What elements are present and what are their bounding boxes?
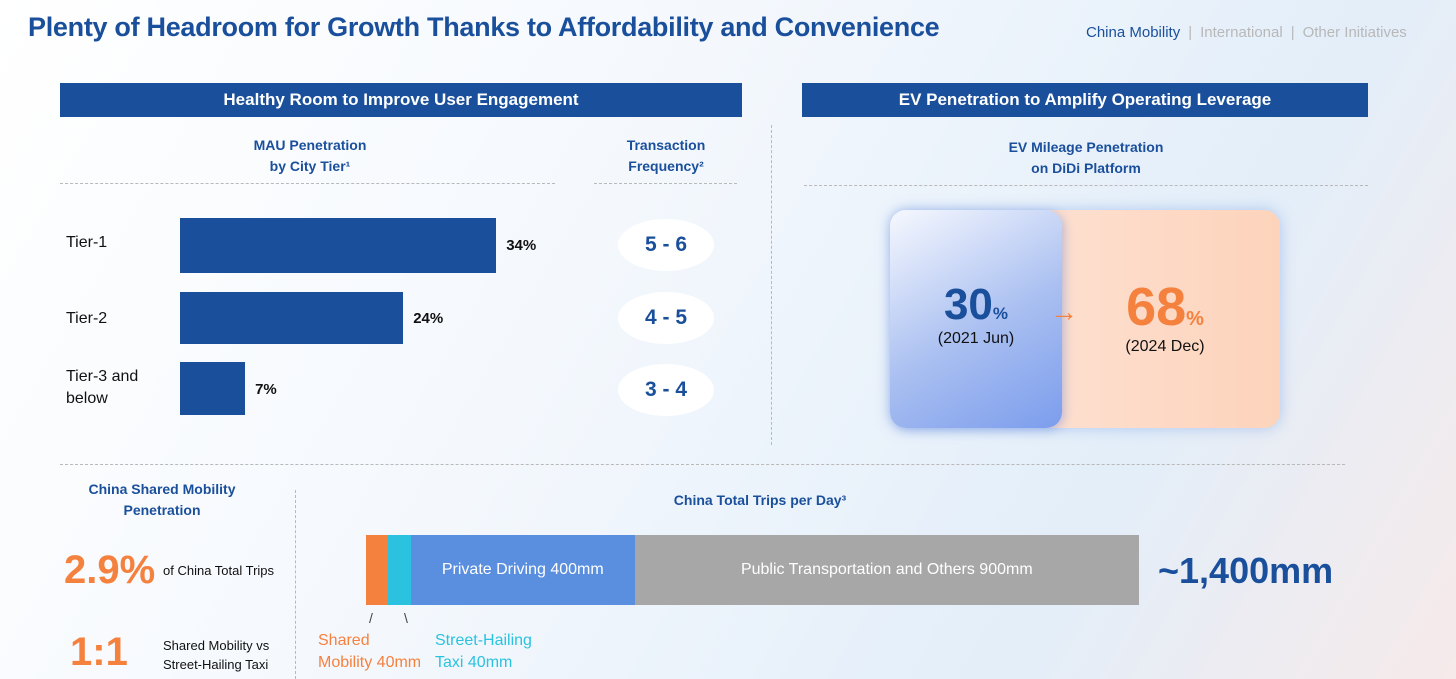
tier-label: Tier-3 and below (66, 368, 139, 407)
ev-2021: 30% (2021 Jun) (890, 280, 1062, 348)
trips-segment-private-driving: Private Driving 400mm (410, 535, 635, 605)
divider (295, 490, 296, 679)
trips-heading: China Total Trips per Day³ (673, 492, 847, 508)
callout-line: / (369, 610, 373, 626)
right-section-header: EV Penetration to Amplify Operating Leve… (802, 83, 1368, 117)
nav-other-initiatives[interactable]: Other Initiatives (1302, 24, 1407, 41)
mau-value: 7% (255, 381, 277, 398)
divider (60, 464, 1345, 465)
trips-total: ~1,400mm (1158, 550, 1334, 591)
nav-international[interactable]: International (1200, 24, 1283, 41)
frequency-heading: Transaction Frequency² (626, 137, 706, 174)
mau-heading: MAU Penetration by City Tier¹ (253, 137, 367, 174)
tier-label: Tier-1 (66, 234, 108, 251)
frequency-badge: 3 - 4 (618, 364, 714, 416)
ev-2024-value: 68 (1126, 277, 1187, 337)
nav-separator: | (1290, 24, 1295, 41)
ev-heading: EV Mileage Penetration on DiDi Platform (1008, 139, 1164, 176)
penetration-value: 2.9% (64, 548, 156, 592)
trips-segment-public-transportation-and-others: Public Transportation and Others 900mm (634, 535, 1139, 605)
divider (804, 185, 1368, 186)
left-section-header: Healthy Room to Improve User Engagement (60, 83, 742, 117)
nav-china-mobility[interactable]: China Mobility (1086, 24, 1181, 41)
frequency-badge: 4 - 5 (618, 292, 714, 344)
nav-separator: | (1188, 24, 1193, 41)
penetration-label: of China Total Trips (163, 563, 275, 578)
divider (60, 183, 555, 184)
frequency-badge: 5 - 6 (618, 219, 714, 271)
mau-bar-tier-2 (180, 292, 404, 344)
shared-mobility-callout: Shared Mobility 40mm (318, 632, 422, 671)
divider (771, 125, 772, 445)
trips-segment-street-hailing-taxi (388, 535, 411, 605)
taxi-callout: Street-Hailing Taxi 40mm (435, 632, 532, 671)
section-nav: China Mobility | International | Other Initi… (1086, 24, 1407, 41)
callout-line: \ (404, 610, 408, 626)
ratio-label: Shared Mobility vs Street-Hailing Taxi (163, 638, 270, 672)
page-title: Plenty of Headroom for Growth Thanks to … (28, 12, 940, 42)
ev-card-2021 (890, 210, 1062, 428)
mau-value: 34% (506, 237, 537, 254)
divider (594, 183, 737, 184)
ev-2021-value: 30 (943, 280, 993, 329)
trips-segment-shared-mobility (366, 535, 389, 605)
ev-2021-date: (2021 Jun) (937, 330, 1015, 347)
penetration-heading: China Shared Mobility Penetration (88, 481, 236, 518)
tier-label: Tier-2 (66, 310, 108, 327)
mau-bar-tier-3 (180, 362, 246, 415)
mau-bar-tier-1 (180, 218, 497, 273)
ratio-value: 1:1 (70, 630, 128, 674)
arrow-right-icon: → (1050, 296, 1078, 327)
mau-value: 24% (413, 310, 444, 327)
ev-2024: 68% (2024 Dec) (1085, 276, 1245, 356)
ev-2024-date: (2024 Dec) (1125, 338, 1205, 355)
